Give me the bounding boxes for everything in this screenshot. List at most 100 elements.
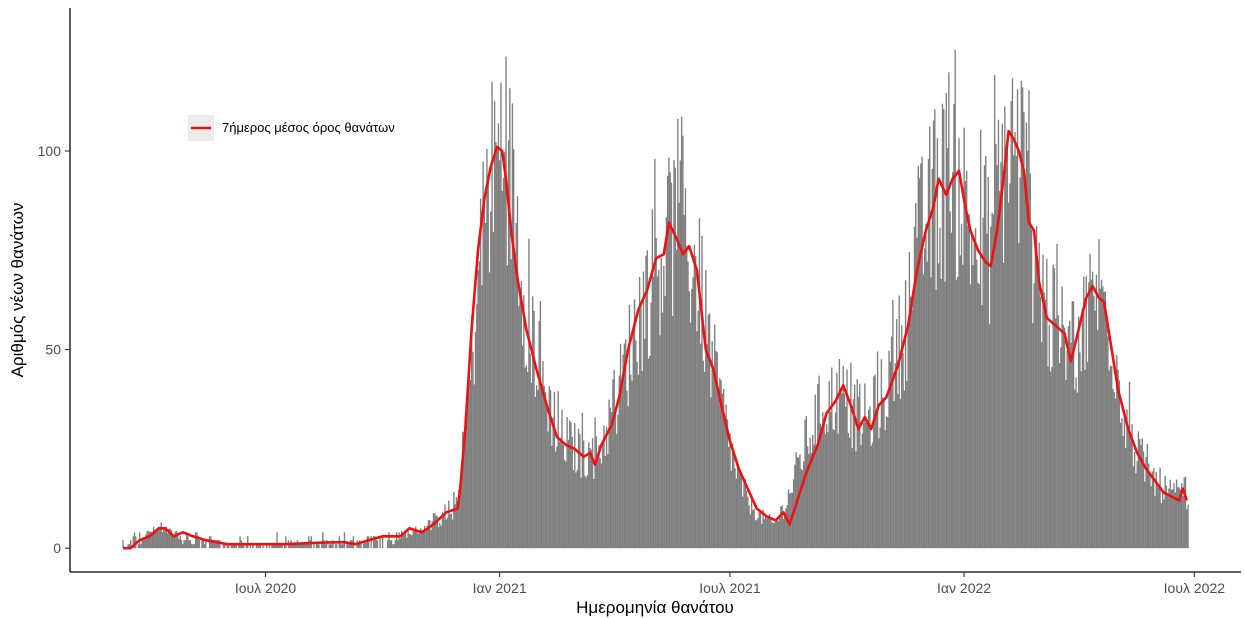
daily-death-bar: [684, 188, 687, 549]
daily-death-bar: [728, 446, 730, 549]
daily-death-bar: [532, 296, 534, 549]
daily-death-bar: [249, 544, 251, 549]
daily-death-bar: [300, 544, 302, 549]
daily-death-bar: [1030, 229, 1033, 549]
daily-death-bar: [1088, 282, 1090, 549]
daily-death-bar: [133, 532, 136, 549]
daily-death-bar: [227, 544, 230, 549]
daily-death-bar: [151, 533, 153, 549]
daily-death-bar: [482, 161, 484, 549]
daily-death-bar: [999, 191, 1001, 549]
daily-death-bar: [1104, 291, 1107, 549]
daily-death-bar: [664, 296, 666, 549]
daily-death-bar: [848, 437, 851, 549]
daily-death-bar: [1175, 479, 1178, 549]
daily-death-bar: [542, 361, 544, 549]
daily-death-bar: [626, 390, 628, 549]
daily-death-bar: [239, 536, 241, 549]
daily-death-bar: [1006, 135, 1009, 549]
daily-death-bar: [1018, 243, 1020, 549]
daily-death-bar: [810, 452, 813, 549]
daily-death-bar: [973, 242, 975, 549]
daily-death-bar: [551, 445, 553, 549]
daily-death-bar: [929, 126, 931, 549]
daily-death-bar: [925, 223, 927, 549]
daily-death-bar: [1081, 308, 1084, 549]
daily-death-bar: [828, 381, 830, 549]
daily-death-bar: [548, 386, 550, 549]
daily-death-bar: [1027, 150, 1029, 549]
daily-death-bar: [490, 211, 492, 549]
daily-death-bar: [165, 526, 167, 549]
daily-death-bar: [224, 544, 226, 549]
daily-death-bar: [856, 379, 858, 549]
daily-death-bar: [880, 359, 883, 549]
daily-death-bar: [632, 330, 634, 549]
daily-death-bar: [843, 393, 846, 549]
daily-death-bar: [1108, 370, 1110, 549]
daily-death-bar: [1121, 418, 1123, 549]
daily-death-bar: [861, 433, 863, 549]
daily-death-bar: [833, 430, 836, 549]
daily-death-bar: [875, 411, 877, 549]
daily-death-bar: [1132, 466, 1135, 549]
daily-death-bar: [771, 522, 773, 549]
daily-death-bar: [1015, 156, 1017, 549]
daily-death-bar: [245, 544, 248, 549]
daily-death-bar: [864, 383, 866, 549]
daily-death-bar: [992, 214, 995, 549]
daily-death-bar: [1168, 488, 1170, 549]
daily-death-bar: [995, 143, 997, 549]
daily-death-bar: [234, 544, 236, 549]
daily-death-bar: [885, 416, 888, 549]
x-tick-label: Ιουλ 2022: [1164, 580, 1226, 596]
daily-death-bar: [1131, 424, 1133, 549]
daily-death-bar: [898, 295, 900, 549]
daily-death-bar: [781, 505, 783, 549]
daily-death-bar: [411, 535, 413, 549]
daily-death-bar: [306, 544, 309, 549]
daily-death-bar: [1090, 279, 1093, 549]
daily-death-bar: [370, 536, 372, 549]
daily-death-bar: [734, 468, 736, 549]
daily-death-bar: [829, 411, 832, 549]
daily-death-bar: [426, 525, 428, 549]
daily-death-bar: [283, 544, 286, 549]
daily-death-bar: [285, 536, 287, 549]
daily-death-bar: [983, 165, 986, 549]
daily-death-bar: [943, 109, 945, 549]
daily-death-bar: [750, 494, 753, 549]
daily-death-bar: [453, 491, 455, 549]
daily-death-bar: [483, 204, 486, 549]
daily-death-bar: [674, 167, 676, 549]
daily-death-bar: [878, 438, 880, 549]
x-tick-label: Ιαν 2022: [937, 580, 991, 596]
daily-death-bar: [346, 544, 348, 549]
daily-death-bar: [243, 544, 245, 549]
daily-death-bar: [675, 249, 678, 549]
daily-death-bar: [610, 411, 613, 549]
daily-death-bar: [757, 517, 759, 549]
daily-death-bar: [680, 116, 683, 549]
daily-death-bar: [881, 397, 884, 549]
daily-death-bar: [1159, 467, 1161, 549]
daily-death-bar: [1165, 485, 1168, 549]
daily-death-bar: [534, 396, 536, 549]
daily-death-bar: [1052, 264, 1054, 549]
daily-death-bar: [401, 530, 403, 549]
daily-death-bar: [804, 419, 806, 549]
daily-death-bar: [596, 458, 599, 549]
daily-death-bar: [1074, 389, 1076, 549]
daily-death-bar: [402, 534, 404, 549]
daily-death-bar: [1094, 310, 1096, 549]
daily-death-bar: [194, 532, 197, 549]
daily-death-bar: [317, 544, 319, 549]
daily-death-bar: [1069, 320, 1071, 549]
daily-death-bar: [649, 355, 651, 549]
daily-death-bar: [367, 536, 370, 549]
daily-death-bar: [812, 434, 814, 549]
daily-death-bar: [642, 271, 645, 549]
daily-death-bar: [1053, 268, 1056, 549]
daily-death-bar: [946, 148, 949, 549]
daily-death-bar: [460, 483, 463, 549]
